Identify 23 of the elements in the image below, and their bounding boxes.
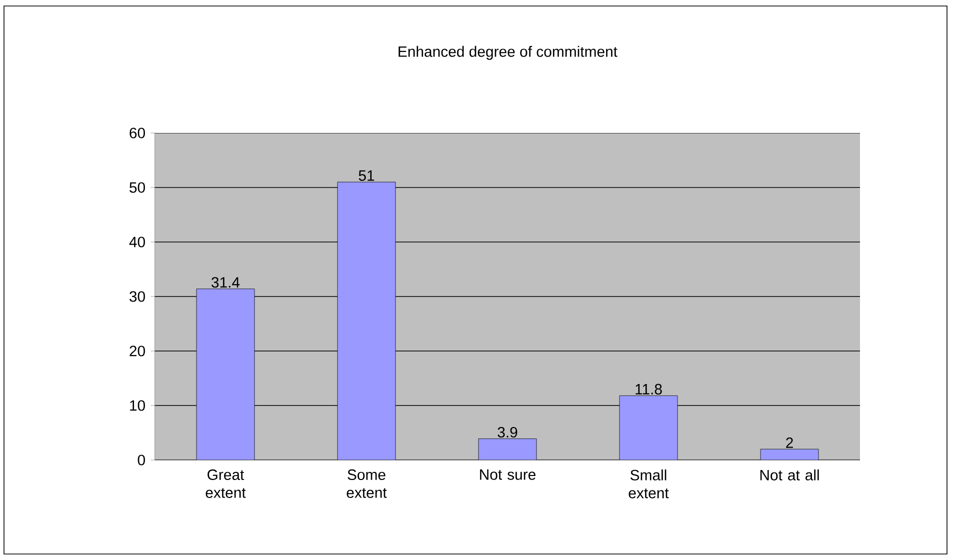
data-label: 51	[358, 170, 374, 181]
x-tick-label: Some extent	[346, 469, 387, 498]
chart-title: Enhanced degree of commitment	[398, 46, 618, 60]
data-label: 2	[786, 437, 793, 448]
x-tick-label: Great extent	[206, 469, 246, 498]
y-tick-label: 0	[138, 454, 145, 466]
y-tick-label: 30	[130, 291, 145, 302]
bar	[196, 288, 255, 460]
bar	[478, 438, 537, 460]
y-tick-label: 60	[130, 128, 145, 138]
bar	[620, 396, 678, 460]
x-tick-label: Small extent	[628, 469, 669, 498]
y-tick-label: 50	[130, 182, 145, 193]
data-label: 11.8	[636, 384, 662, 394]
data-label: 3.9	[498, 426, 518, 438]
x-tick-label: Not sure	[480, 469, 536, 480]
bar	[338, 182, 396, 460]
y-tick-label: 40	[129, 236, 145, 248]
x-tick-label: Not at all	[760, 469, 819, 480]
bar	[760, 448, 819, 460]
y-tick-label: 20	[130, 346, 145, 356]
data-label: 31.4	[212, 277, 240, 288]
y-tick-label: 10	[130, 400, 145, 411]
